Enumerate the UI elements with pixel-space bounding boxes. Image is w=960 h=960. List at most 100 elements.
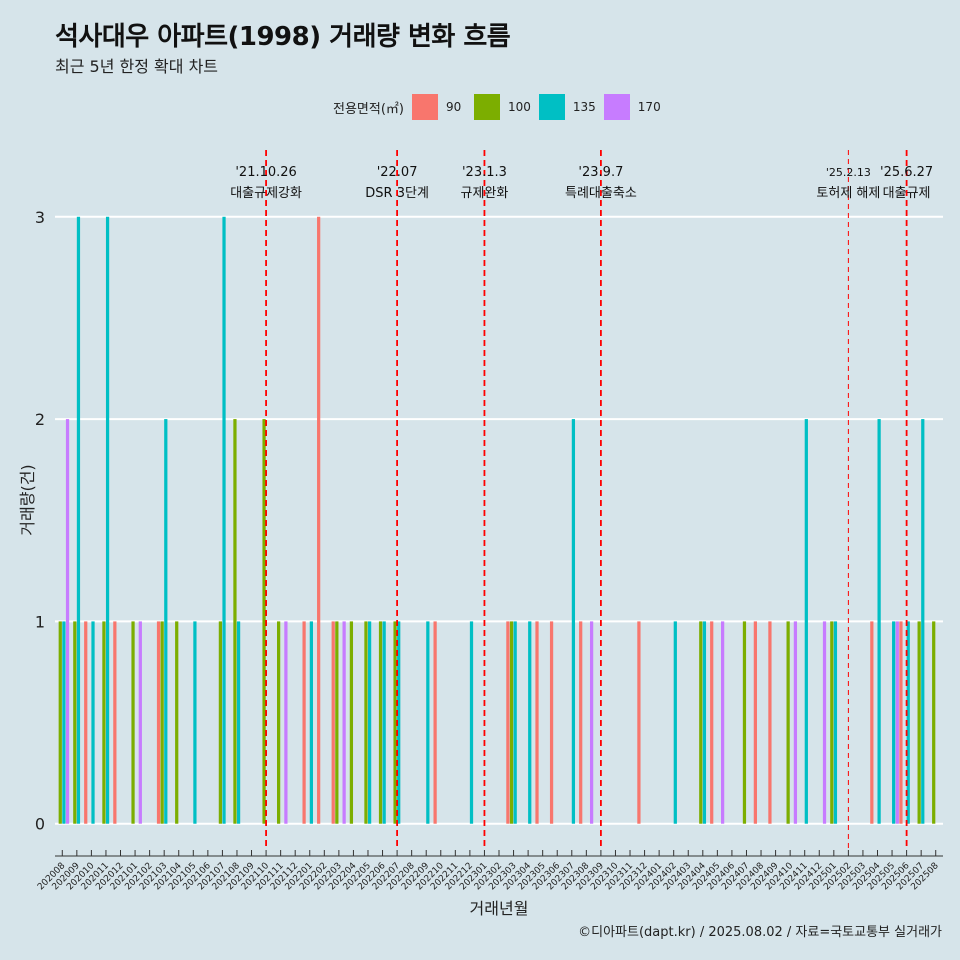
bar-202012-90 (113, 621, 117, 824)
event-date-label: '23.1.3 (462, 165, 507, 180)
chart-title: 석사대우 아파트(1998) 거래량 변화 흐름 (55, 22, 511, 52)
bar-202107-135 (222, 216, 226, 824)
bar-202111-170 (284, 621, 288, 824)
event-label: 대출규제강화 (230, 186, 302, 201)
bar-202303-135 (513, 621, 517, 824)
event-date-label: '23.9.7 (578, 165, 623, 180)
bar-202312-90 (637, 621, 641, 824)
bar-202206-100 (378, 621, 383, 824)
legend-swatch (603, 94, 630, 120)
bar-202010-135 (91, 621, 95, 824)
bar-202303-90 (506, 621, 510, 824)
event-date-label: '21.10.26 (235, 165, 296, 180)
bar-202410-100 (786, 621, 790, 824)
bar-202008-135 (62, 621, 66, 824)
bar-202305-90 (535, 621, 539, 824)
y-tick-label: 3 (35, 208, 45, 227)
bar-202103-100 (160, 621, 164, 824)
bar-202507-100 (917, 621, 921, 824)
bar-202412-170 (822, 621, 827, 824)
legend-swatch (473, 94, 500, 120)
bar-202306-90 (549, 621, 554, 824)
y-tick-label: 0 (35, 815, 45, 834)
bar-202505-170 (895, 621, 899, 824)
bar-202010-90 (84, 621, 88, 824)
bar-202304-135 (528, 621, 532, 824)
bar-202508-100 (932, 621, 936, 824)
legend-item-135: 135 (538, 94, 596, 120)
source-caption: ©디아파트(dapt.kr) / 2025.08.02 / 자료=국토교통부 실… (578, 925, 942, 940)
bar-202209-135 (426, 621, 430, 824)
bar-202405-90 (710, 621, 714, 824)
bar-202506-135 (906, 621, 910, 824)
bar-202204-100 (349, 621, 354, 824)
legend-title: 전용면적(㎡) (333, 101, 404, 117)
legend: 전용면적(㎡) 90 100 135 170 (333, 93, 669, 121)
bar-202009-100 (73, 621, 77, 824)
bar-202504-135 (877, 419, 881, 824)
bar-202506-90 (899, 621, 903, 824)
bar-202108-135 (236, 621, 241, 824)
bar-202103-90 (156, 621, 161, 824)
bar-202207-100 (393, 621, 397, 824)
bar-202107-100 (218, 621, 223, 824)
bar-202205-135 (367, 621, 372, 824)
bar-202111-100 (277, 621, 281, 824)
bar-202505-135 (892, 621, 896, 824)
legend-label: 135 (572, 100, 596, 114)
bar-202504-90 (870, 621, 874, 824)
y-axis-title: 거래량(건) (18, 464, 37, 535)
bar-202203-90 (331, 621, 335, 824)
bar-202303-100 (509, 621, 514, 824)
bar-202203-100 (335, 621, 339, 824)
bar-202011-135 (105, 216, 110, 824)
legend-swatch (411, 94, 438, 120)
bar-202411-135 (804, 419, 808, 824)
bar-202104-100 (175, 621, 179, 824)
bar-202105-135 (193, 621, 197, 824)
bar-202210-90 (433, 621, 437, 824)
bar-202008-100 (58, 621, 62, 824)
bar-202307-135 (571, 419, 576, 824)
event-date-label: '25.6.27 (880, 165, 933, 180)
bar-202009-135 (76, 216, 81, 824)
bar-202205-100 (364, 621, 368, 824)
legend-swatch (538, 94, 565, 120)
bar-202103-135 (164, 419, 168, 824)
bar-202101-170 (138, 621, 142, 824)
event-date-label: '22.07 (377, 165, 418, 180)
chart-subtitle: 최근 5년 한정 확대 차트 (55, 57, 219, 76)
legend-item-100: 100 (473, 94, 531, 120)
event-label: 특례대출축소 (565, 186, 637, 201)
legend-label: 170 (637, 100, 661, 114)
bar-202501-100 (830, 621, 834, 824)
bar-202203-170 (342, 621, 346, 824)
bar-202409-90 (768, 621, 772, 824)
event-label: 규제완화 (461, 186, 509, 201)
legend-label: 100 (507, 100, 531, 114)
bar-202101-100 (131, 621, 135, 824)
bar-202408-90 (753, 621, 757, 824)
bar-202110-100 (262, 419, 266, 824)
bar-202201-135 (309, 621, 313, 824)
bar-202308-90 (579, 621, 583, 824)
bar-202407-100 (742, 621, 747, 824)
y-tick-label: 2 (35, 410, 45, 429)
x-axis-title: 거래년월 (470, 899, 529, 918)
legend-label: 90 (445, 100, 462, 114)
y-tick-label: 1 (35, 612, 45, 631)
bar-202404-100 (699, 621, 703, 824)
event-label: 대출규제 (883, 186, 931, 201)
legend-item-90: 90 (411, 94, 466, 120)
bar-202402-135 (673, 621, 677, 824)
bar-202501-135 (833, 621, 838, 824)
bar-202404-135 (702, 621, 707, 824)
event-date-label: '25.2.13 (826, 166, 871, 179)
bar-202202-90 (317, 216, 321, 824)
bar-202201-90 (302, 621, 306, 824)
event-label: DSR 3단계 (365, 186, 429, 201)
bar-202410-170 (793, 621, 798, 824)
bar-202507-135 (921, 419, 925, 824)
bar-202207-135 (397, 621, 401, 824)
